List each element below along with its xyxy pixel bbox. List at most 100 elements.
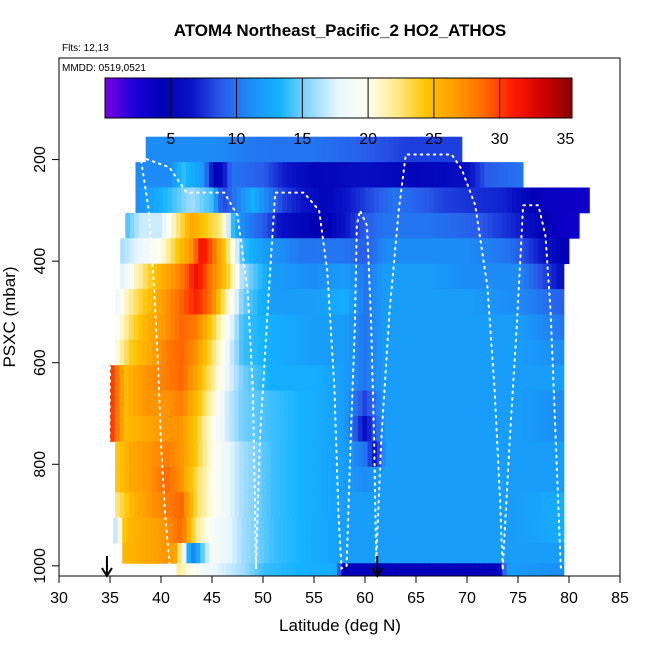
heatmap-cell <box>477 416 483 442</box>
heatmap-cell <box>261 466 267 493</box>
heatmap-cell <box>289 466 295 493</box>
heatmap-cell <box>434 542 440 564</box>
heatmap-cell <box>296 542 302 564</box>
heatmap-cell <box>151 314 157 341</box>
heatmap-cell <box>450 492 456 518</box>
heatmap-cell <box>206 314 212 341</box>
heatmap-cell <box>211 441 217 468</box>
heatmap-cell <box>336 563 342 576</box>
heatmap-cell <box>388 542 394 564</box>
heatmap-cell <box>408 441 414 468</box>
x-tick-label: 70 <box>458 590 476 607</box>
heatmap-cell <box>408 314 414 341</box>
heatmap-cell <box>346 162 352 188</box>
heatmap-cell <box>312 289 318 315</box>
heatmap-cell <box>170 238 176 265</box>
heatmap-cell <box>463 339 469 366</box>
heatmap-cell <box>248 238 254 265</box>
heatmap-cell <box>422 365 428 392</box>
heatmap-cell <box>208 187 214 214</box>
heatmap-cell <box>158 542 164 564</box>
heatmap-cell <box>420 187 426 214</box>
heatmap-cell <box>484 517 490 544</box>
heatmap-cell <box>185 563 191 576</box>
heatmap-cell <box>527 390 533 417</box>
heatmap-cell <box>418 466 424 493</box>
heatmap-cell <box>270 416 276 442</box>
heatmap-cell <box>521 162 524 188</box>
heatmap-cell <box>424 162 430 188</box>
heatmap-cell <box>165 365 171 392</box>
heatmap-cell <box>397 517 403 544</box>
heatmap-cell <box>417 390 423 417</box>
heatmap-cell <box>576 187 582 214</box>
heatmap-cell <box>307 365 313 392</box>
heatmap-cell <box>163 162 169 188</box>
heatmap-cell <box>353 339 359 366</box>
heatmap-cell <box>408 492 414 518</box>
heatmap-cell <box>446 238 452 265</box>
heatmap-cell <box>390 441 396 468</box>
heatmap-cell <box>406 187 412 214</box>
heatmap-cell <box>431 492 437 518</box>
heatmap-cell <box>387 563 393 576</box>
heatmap-cell <box>443 517 449 544</box>
heatmap-cell <box>138 314 144 341</box>
heatmap-cell <box>471 542 477 564</box>
heatmap-cell <box>528 466 534 493</box>
heatmap-cell <box>226 212 232 239</box>
heatmap-cell <box>413 492 419 518</box>
heatmap-cell <box>370 136 376 163</box>
heatmap-cell <box>534 187 540 214</box>
heatmap-cell <box>162 212 168 239</box>
heatmap-cell <box>477 441 483 468</box>
heatmap-cell <box>416 542 421 564</box>
heatmap-cell <box>128 314 134 341</box>
heatmap-cell <box>491 441 497 468</box>
heatmap-cell <box>135 162 141 188</box>
heatmap-cell <box>161 339 166 366</box>
heatmap-cell <box>482 339 488 366</box>
heatmap-cell <box>281 563 287 576</box>
heatmap-cell <box>375 136 381 163</box>
heatmap-cell <box>312 441 318 468</box>
y-tick-label: 1000 <box>32 548 49 584</box>
heatmap-cell <box>454 492 460 518</box>
heatmap-cell <box>332 563 338 576</box>
heatmap-cell <box>213 563 219 576</box>
x-tick-label: 85 <box>611 590 629 607</box>
heatmap-cell <box>259 187 265 214</box>
heatmap-cell <box>513 365 519 392</box>
heatmap-cell <box>140 517 146 544</box>
heatmap-cell <box>450 441 456 468</box>
heatmap-cell <box>401 187 407 214</box>
heatmap-cell <box>356 542 362 564</box>
heatmap-cell <box>496 263 502 290</box>
heatmap-cell <box>147 492 153 518</box>
heatmap-cell <box>328 162 334 188</box>
heatmap-cell <box>164 136 170 163</box>
heatmap-cell <box>408 365 414 392</box>
heatmap-cell <box>294 466 300 493</box>
heatmap-cell <box>285 263 291 290</box>
flight-track-leg <box>139 156 257 570</box>
heatmap-cell <box>356 517 362 544</box>
heatmap-cell <box>551 238 557 265</box>
heatmap-cell <box>509 466 515 493</box>
heatmap-cell <box>129 238 135 265</box>
heatmap-cell <box>149 187 155 214</box>
heatmap-cell <box>175 212 181 239</box>
heatmap-cell <box>279 390 285 417</box>
heatmap-cell <box>193 263 199 290</box>
heatmap-cell <box>385 289 391 315</box>
heatmap-cell <box>202 339 208 366</box>
heatmap-cell <box>303 492 309 518</box>
heatmap-cell <box>216 238 222 265</box>
heatmap-cell <box>177 517 183 544</box>
heatmap-cell <box>160 416 166 442</box>
heatmap-cell <box>276 238 282 265</box>
heatmap-cell <box>137 365 143 392</box>
heatmap-cell <box>344 441 350 468</box>
heatmap-cell <box>138 263 144 290</box>
heatmap-cell <box>228 136 234 163</box>
